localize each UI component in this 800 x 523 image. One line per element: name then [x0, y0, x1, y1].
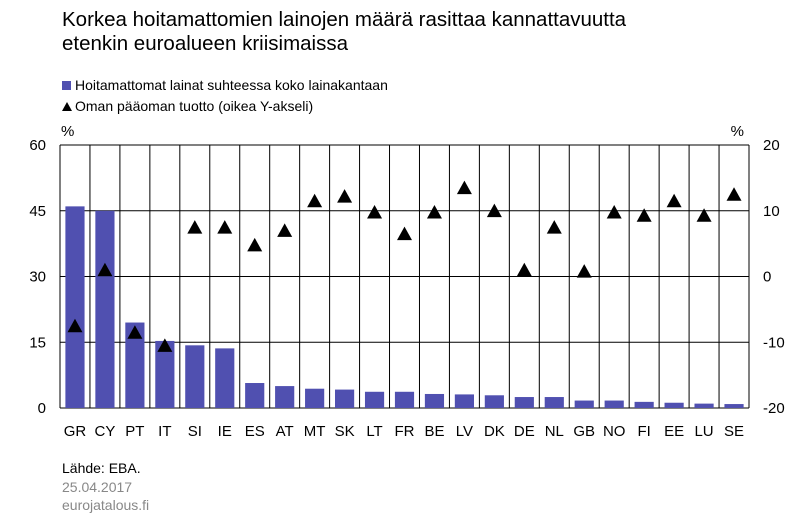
- marker-si: [187, 220, 203, 234]
- marker-lv: [456, 180, 472, 195]
- y-left-tick-label: 30: [29, 269, 46, 286]
- x-tick-label-dk: DK: [484, 423, 505, 440]
- bar-es: [245, 383, 265, 408]
- bar-si: [185, 345, 205, 408]
- x-tick-label-fi: FI: [637, 423, 650, 440]
- y-left-unit-label: %: [61, 123, 74, 140]
- x-tick-label-mt: MT: [304, 423, 326, 440]
- bar-be: [424, 393, 445, 408]
- y-right-tick-label: -20: [763, 400, 785, 417]
- y-left-tick-label: 0: [38, 400, 46, 417]
- x-tick-label-cy: CY: [95, 423, 116, 440]
- x-tick-label-nl: NL: [545, 423, 564, 440]
- legend-bar-swatch: [62, 81, 71, 90]
- marker-dk: [486, 203, 502, 218]
- bar-no: [604, 400, 624, 408]
- marker-lt: [367, 204, 383, 219]
- x-tick-label-gb: GB: [573, 423, 595, 440]
- marker-nl: [546, 220, 562, 234]
- y-left-tick-label: 15: [29, 334, 46, 351]
- x-tick-label-no: NO: [603, 423, 626, 440]
- bar-at: [275, 386, 295, 408]
- marker-mt: [307, 193, 323, 208]
- x-tick-label-si: SI: [188, 423, 202, 440]
- bar-dk: [484, 395, 504, 408]
- chart-title-line-1: Korkea hoitamattomien lainojen määrä ras…: [62, 8, 627, 31]
- bar-sk: [335, 389, 355, 408]
- marker-cy: [97, 262, 113, 277]
- source-note: Lähde: EBA.: [62, 460, 141, 476]
- x-tick-label-fr: FR: [395, 423, 415, 440]
- legend-item-markers: Oman pääoman tuotto (oikea Y-akseli): [62, 97, 313, 115]
- marker-ie: [217, 220, 233, 234]
- marker-gr: [67, 318, 83, 333]
- marker-be: [426, 204, 442, 219]
- x-tick-label-sk: SK: [335, 423, 355, 440]
- bar-cy: [95, 210, 115, 408]
- chart-title-line-2: etenkin euroalueen kriisimaissa: [62, 32, 349, 55]
- x-tick-label-lv: LV: [456, 423, 473, 440]
- bar-mt: [305, 388, 325, 408]
- bar-pt: [125, 322, 145, 408]
- marker-es: [247, 237, 263, 252]
- bar-ee: [664, 402, 684, 408]
- bar-fr: [394, 391, 415, 408]
- y-right-tick-label: 0: [763, 269, 771, 286]
- x-tick-label-at: AT: [276, 423, 294, 440]
- y-right-tick-label: 10: [763, 203, 780, 220]
- site-name: eurojatalous.fi: [62, 497, 150, 513]
- marker-gb: [576, 264, 592, 278]
- x-tick-label-pt: PT: [125, 423, 144, 440]
- marker-lu: [696, 208, 712, 222]
- legend-triangle-icon: [62, 102, 72, 111]
- y-left-tick-label: 60: [29, 137, 46, 154]
- bar-nl: [544, 397, 564, 408]
- marker-it: [157, 338, 173, 352]
- x-tick-label-ee: EE: [664, 423, 684, 440]
- y-right-tick-label: 20: [763, 137, 780, 154]
- x-tick-label-be: BE: [424, 423, 444, 440]
- x-tick-label-es: ES: [245, 423, 265, 440]
- marker-sk: [337, 189, 353, 203]
- x-tick-label-lt: LT: [366, 423, 382, 440]
- bar-fi: [634, 401, 654, 408]
- marker-se: [726, 187, 742, 201]
- legend-marker-label: Oman pääoman tuotto (oikea Y-akseli): [75, 98, 314, 114]
- x-tick-label-lu: LU: [694, 423, 713, 440]
- y-right-unit-label: %: [731, 123, 744, 140]
- x-tick-label-de: DE: [514, 423, 535, 440]
- x-tick-label-ie: IE: [218, 423, 232, 440]
- publish-date: 25.04.2017: [62, 479, 133, 495]
- bar-de: [514, 397, 534, 408]
- bar-se: [724, 404, 744, 408]
- marker-de: [516, 262, 532, 277]
- y-right-tick-label: -10: [763, 334, 785, 351]
- x-tick-label-gr: GR: [64, 423, 87, 440]
- x-tick-label-it: IT: [158, 423, 171, 440]
- bar-lv: [454, 394, 474, 408]
- y-left-tick-label: 45: [29, 203, 46, 220]
- marker-fr: [397, 226, 412, 241]
- legend-item-bars: Hoitamattomat lainat suhteessa koko lain…: [62, 76, 388, 94]
- marker-at: [277, 223, 293, 237]
- x-tick-label-se: SE: [724, 423, 744, 440]
- marker-fi: [636, 208, 652, 222]
- marker-ee: [666, 193, 682, 208]
- legend-bar-label: Hoitamattomat lainat suhteessa koko lain…: [75, 77, 388, 93]
- bar-lt: [364, 391, 385, 408]
- bar-ie: [215, 348, 235, 408]
- marker-pt: [127, 325, 143, 339]
- bar-gb: [574, 400, 594, 408]
- marker-no: [606, 204, 622, 219]
- bar-lu: [694, 403, 714, 408]
- bar-gr: [65, 206, 85, 408]
- bar-it: [155, 340, 175, 408]
- chart-title: Korkea hoitamattomien lainojen määrä ras…: [62, 8, 626, 56]
